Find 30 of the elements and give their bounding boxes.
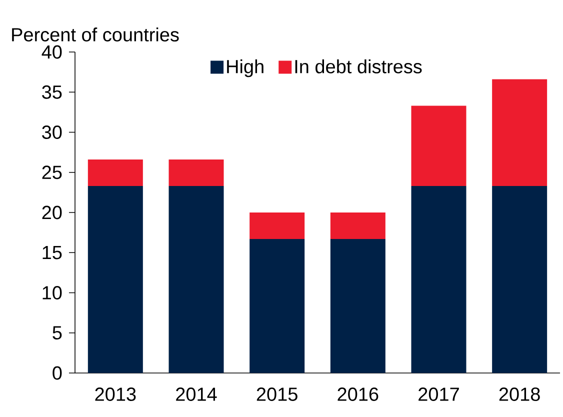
- x-tick-label: 2018: [499, 388, 540, 401]
- legend-label: In debt distress: [295, 59, 422, 74]
- bar: [250, 238, 305, 373]
- y-tick-label: 0: [52, 366, 62, 380]
- bar: [330, 212, 386, 239]
- bar: [492, 186, 548, 373]
- y-tick-label: 30: [42, 126, 62, 139]
- y-tick-label: 5: [52, 326, 62, 340]
- x-tick-label: 2014: [176, 388, 217, 401]
- bar: [168, 160, 224, 186]
- bar: [330, 238, 386, 373]
- legend-label: High: [227, 59, 264, 78]
- y-axis-title: Percent of countries: [12, 28, 179, 42]
- bar: [88, 186, 143, 373]
- bar: [492, 79, 548, 186]
- x-tick-label: 2015: [256, 388, 298, 401]
- y-tick-label: 35: [42, 85, 62, 99]
- y-tick-label: 25: [42, 166, 62, 180]
- bar: [250, 212, 305, 239]
- x-tick-label: 2017: [418, 388, 459, 401]
- y-tick-label: 15: [42, 246, 62, 260]
- y-tick-label: 40: [42, 45, 62, 59]
- bar: [168, 186, 224, 373]
- bar: [411, 186, 466, 373]
- bar: [411, 106, 466, 186]
- bar: [88, 160, 143, 186]
- x-tick-label: 2016: [338, 388, 378, 401]
- y-tick-label: 10: [42, 286, 62, 300]
- y-tick-label: 20: [42, 206, 62, 220]
- x-tick-label: 2013: [95, 388, 136, 401]
